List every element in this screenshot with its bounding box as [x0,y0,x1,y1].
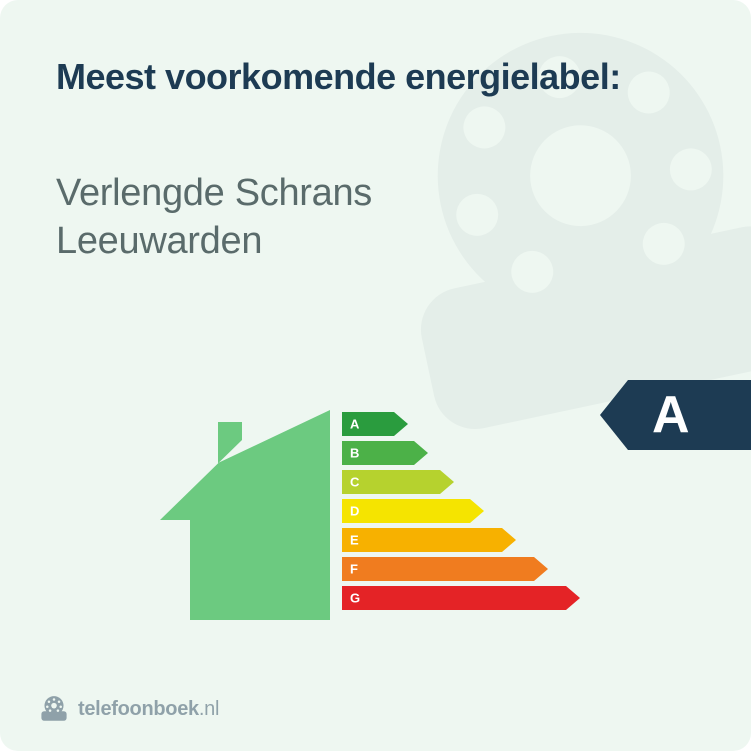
energy-bar-letter: B [350,446,359,461]
energy-bar-c: C [342,470,580,494]
subtitle-line2: Leeuwarden [56,218,372,266]
house-icon [150,410,330,620]
brand-logo-icon [40,695,68,723]
energy-bar-g: G [342,586,580,610]
result-badge-body: A [628,380,751,450]
brand-name-main: telefoonboek [78,698,199,720]
brand-name: telefoonboek.nl [78,698,219,721]
energy-bar-letter: A [350,417,359,432]
result-badge-letter: A [652,385,690,445]
subtitle-line1: Verlengde Schrans [56,170,372,218]
energy-bar-arrow [470,499,484,523]
energy-bar-b: B [342,441,580,465]
energy-bar-arrow [440,470,454,494]
energy-bar-arrow [566,586,580,610]
energy-bar-letter: E [350,533,359,548]
energy-bar-letter: C [350,475,359,490]
result-badge-arrow [600,380,628,450]
result-badge: A [600,380,751,450]
energy-bar-body [342,586,566,610]
energy-bar-body [342,499,470,523]
energy-bar-body [342,528,502,552]
brand-name-tld: .nl [199,698,219,720]
energy-label-card: Meest voorkomende energielabel: Verlengd… [0,0,751,751]
energy-bar-letter: G [350,591,360,606]
energy-bar-d: D [342,499,580,523]
energy-bar-arrow [394,412,408,436]
energy-bar-arrow [534,557,548,581]
card-title: Meest voorkomende energielabel: [56,56,621,98]
energy-bar-letter: F [350,562,358,577]
footer-brand: telefoonboek.nl [40,695,219,723]
energy-bar-body [342,557,534,581]
energy-bar-letter: D [350,504,359,519]
energy-bar-arrow [502,528,516,552]
energy-chart: ABCDEFG A [150,380,710,650]
energy-bars-stack: ABCDEFG [342,412,580,610]
energy-bar-arrow [414,441,428,465]
energy-bar-f: F [342,557,580,581]
energy-bar-e: E [342,528,580,552]
energy-bar-a: A [342,412,580,436]
card-subtitle: Verlengde Schrans Leeuwarden [56,170,372,265]
